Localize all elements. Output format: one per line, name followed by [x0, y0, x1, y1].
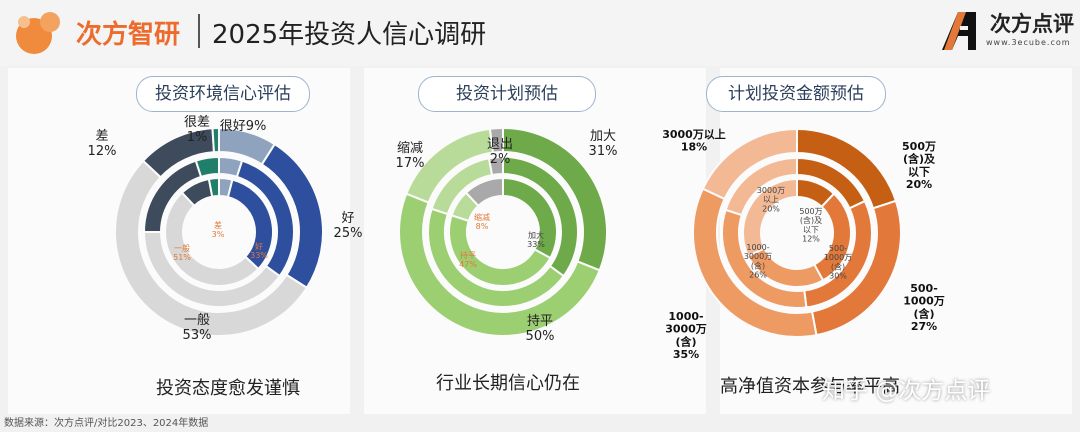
- watermark: 知乎 @次方点评: [822, 378, 991, 404]
- chart-3-ring-2-segment-4: [724, 156, 798, 217]
- chart-3-label-4: 3000万以上 18%: [662, 127, 726, 154]
- header-bar: 次方智研 2025年投资人信心调研 次方点评 www.3ecube.com: [0, 0, 1080, 66]
- panel-2-caption: 行业长期信心仍在: [436, 373, 580, 394]
- chart-1-ring-1-segment-5: [211, 126, 220, 154]
- panel-1-title: 投资环境信心评估: [136, 76, 310, 112]
- page-title: 2025年投资人信心调研: [212, 20, 487, 50]
- chart-3-ring-3-segment-4: [742, 177, 798, 258]
- panel-3-title: 计划投资金额预估: [706, 76, 886, 112]
- chart-2-ring-3-segment-4: [464, 176, 504, 208]
- chart-2-ring-2-segment-4: [487, 155, 504, 177]
- chart-3-inner-label-3: 3000万以上 20%: [757, 186, 785, 213]
- corner-logo-icon: [942, 12, 976, 50]
- chart-3-inner-label-4: 500万(含)及以下 12%: [799, 207, 822, 244]
- chart-2-label-1: 加大 31%: [589, 129, 618, 159]
- chart-1-label-4: 差 12%: [88, 129, 117, 159]
- chart-2-label-4: 退出 2%: [487, 137, 513, 167]
- chart-2-ring-1-segment-2: [398, 192, 601, 337]
- chart-1-inner-label-3: 差 3%: [212, 220, 225, 239]
- chart-1-ring-3-segment-3: [164, 191, 260, 287]
- title-divider: [198, 14, 200, 48]
- chart-1-label-2: 好 25%: [334, 211, 363, 241]
- chart-3-ring-1-segment-4: [701, 127, 798, 201]
- chart-1-ring-2-segment-5: [194, 155, 220, 179]
- chart-3-label-1: 500万(含)及以下 20%: [902, 140, 936, 191]
- chart-1-inner-label-2: 一般 51%: [173, 243, 191, 262]
- chart-3-inner-label-2: 1000-3000万(含) 26%: [744, 243, 772, 280]
- chart-2-ring-3-segment-2: [448, 214, 552, 287]
- chart-2-label-2: 持平 50%: [526, 314, 555, 344]
- chart-3-label-3: 1000-3000万(含) 35%: [665, 310, 707, 361]
- panel-3-caption: 高净值资本参与率平高: [720, 376, 900, 397]
- chart-3-label-2: 500-1000万(含) 27%: [903, 282, 945, 333]
- corner-brand-name: 次方点评: [990, 12, 1074, 36]
- chart-1-label-1: 很好9%: [220, 119, 267, 134]
- chart-1-label-5: 很差 1%: [184, 115, 210, 145]
- chart-2-label-3: 缩减 17%: [396, 140, 425, 171]
- panel-2-title: 投资计划预估: [418, 76, 596, 112]
- chart-1-ring-1-segment-3: [114, 159, 309, 337]
- chart-1-ring-3-segment-5: [207, 176, 220, 198]
- chart-2-ring-1-segment-4: [488, 126, 504, 154]
- brand-logo-icon: [16, 12, 60, 54]
- data-source-note: 数据来源：次方点评/对比2023、2024年数据: [4, 418, 209, 429]
- chart-1-inner-label-1: 好 33%: [250, 241, 268, 260]
- chart-1-label-3: 一般 53%: [183, 312, 212, 343]
- chart-2-inner-label-1: 加大 33%: [527, 230, 545, 249]
- chart-2-inner-label-3: 缩减 8%: [474, 212, 490, 231]
- corner-brand-url: www.3ecube.com: [986, 38, 1071, 47]
- panel-1-caption: 投资态度愈发谨慎: [156, 378, 300, 399]
- chart-2-inner-label-2: 持平 47%: [459, 250, 477, 269]
- brand-name: 次方智研: [76, 20, 181, 50]
- chart-3-inner-label-1: 500-1000万(含) 30%: [824, 244, 852, 281]
